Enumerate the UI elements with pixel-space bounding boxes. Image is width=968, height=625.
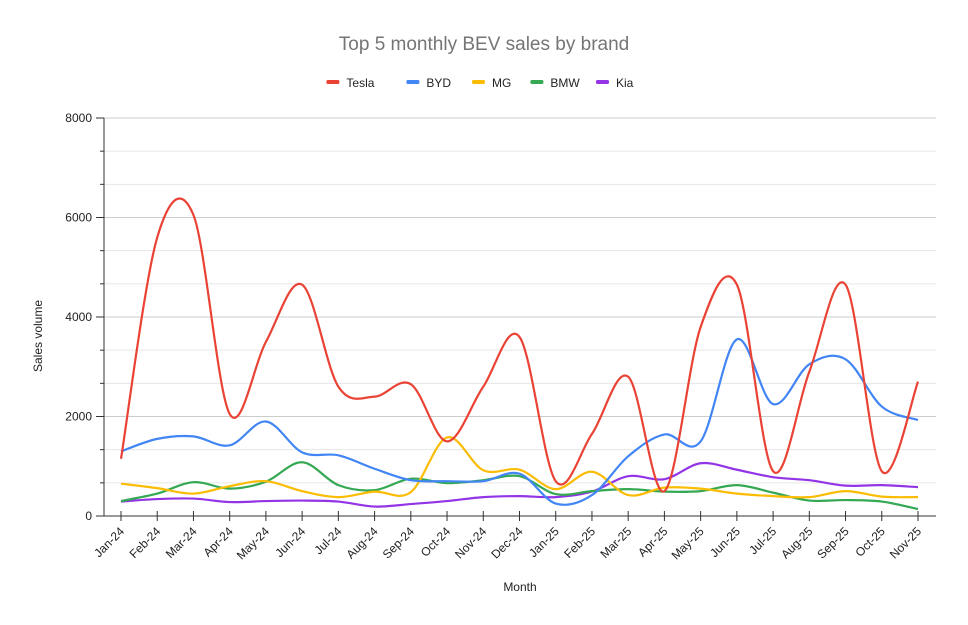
y-axis-title: Sales volume	[31, 300, 45, 372]
y-tick-label: 0	[85, 509, 92, 523]
series-line-byd	[120, 338, 919, 506]
series-tesla	[119, 197, 920, 493]
y-tick-label: 4000	[65, 310, 92, 324]
legend: Tesla BYD MG BMW Kia	[326, 76, 634, 90]
series-mg	[120, 436, 919, 499]
gridlines	[104, 117, 936, 484]
series-kia	[120, 461, 919, 508]
legend-label: Kia	[616, 76, 634, 90]
legend-item-byd[interactable]: BYD	[406, 76, 451, 90]
series-lines	[119, 197, 920, 511]
legend-item-mg[interactable]: MG	[472, 76, 511, 90]
chart-title: Top 5 monthly BEV sales by brand	[339, 34, 629, 55]
legend-label: Tesla	[346, 76, 374, 90]
legend-swatch	[472, 80, 485, 84]
legend-label: BYD	[426, 76, 451, 90]
y-axis-ticks: 0 2000 4000 6000 8000	[65, 111, 104, 523]
y-tick-label: 6000	[65, 211, 92, 225]
series-line-tesla	[119, 197, 920, 493]
x-axis-title: Month	[503, 580, 536, 594]
legend-item-tesla[interactable]: Tesla	[326, 76, 375, 90]
series-bmw	[120, 461, 919, 511]
legend-item-kia[interactable]: Kia	[596, 76, 634, 90]
series-line-mg	[120, 436, 919, 499]
legend-swatch	[596, 80, 609, 84]
legend-label: MG	[492, 76, 511, 90]
legend-label: BMW	[550, 76, 580, 90]
legend-item-bmw[interactable]: BMW	[530, 76, 580, 90]
legend-swatch	[326, 80, 340, 84]
y-tick-label: 2000	[65, 410, 92, 424]
series-byd	[120, 338, 919, 506]
legend-swatch	[406, 80, 420, 84]
y-tick-label: 8000	[65, 111, 92, 125]
legend-swatch	[530, 80, 544, 84]
